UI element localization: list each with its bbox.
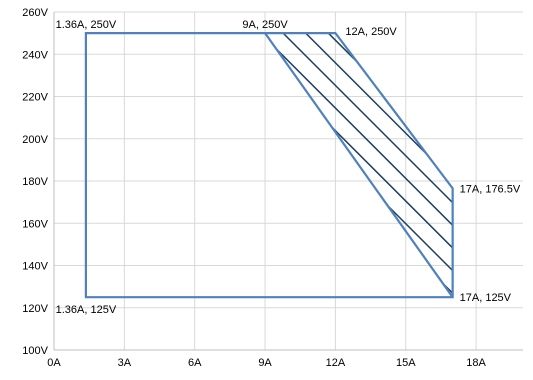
y-tick-label: 200V xyxy=(22,134,48,146)
y-tick-label: 160V xyxy=(22,218,48,230)
y-tick-label: 240V xyxy=(22,49,48,61)
point-label: 17A, 176.5V xyxy=(460,183,521,195)
x-tick-label: 18A xyxy=(466,357,486,369)
point-label: 17A, 125V xyxy=(460,292,512,304)
y-tick-label: 100V xyxy=(22,345,48,357)
hatched-region-edge xyxy=(264,32,454,298)
point-label: 12A, 250V xyxy=(345,26,397,38)
operating-area-outline xyxy=(84,32,454,299)
y-tick-label: 180V xyxy=(22,176,48,188)
x-tick-label: 15A xyxy=(396,357,416,369)
y-tick-label: 140V xyxy=(22,261,48,273)
y-tick-label: 260V xyxy=(22,7,48,19)
x-tick-label: 0A xyxy=(47,357,61,369)
point-label: 9A, 250V xyxy=(242,19,288,31)
x-tick-label: 9A xyxy=(258,357,272,369)
point-label: 1.36A, 250V xyxy=(56,19,117,31)
x-tick-label: 3A xyxy=(118,357,132,369)
y-tick-label: 120V xyxy=(22,303,48,315)
point-label: 1.36A, 125V xyxy=(56,304,117,316)
y-tick-label: 220V xyxy=(22,92,48,104)
x-tick-label: 6A xyxy=(188,357,202,369)
x-tick-label: 12A xyxy=(326,357,346,369)
